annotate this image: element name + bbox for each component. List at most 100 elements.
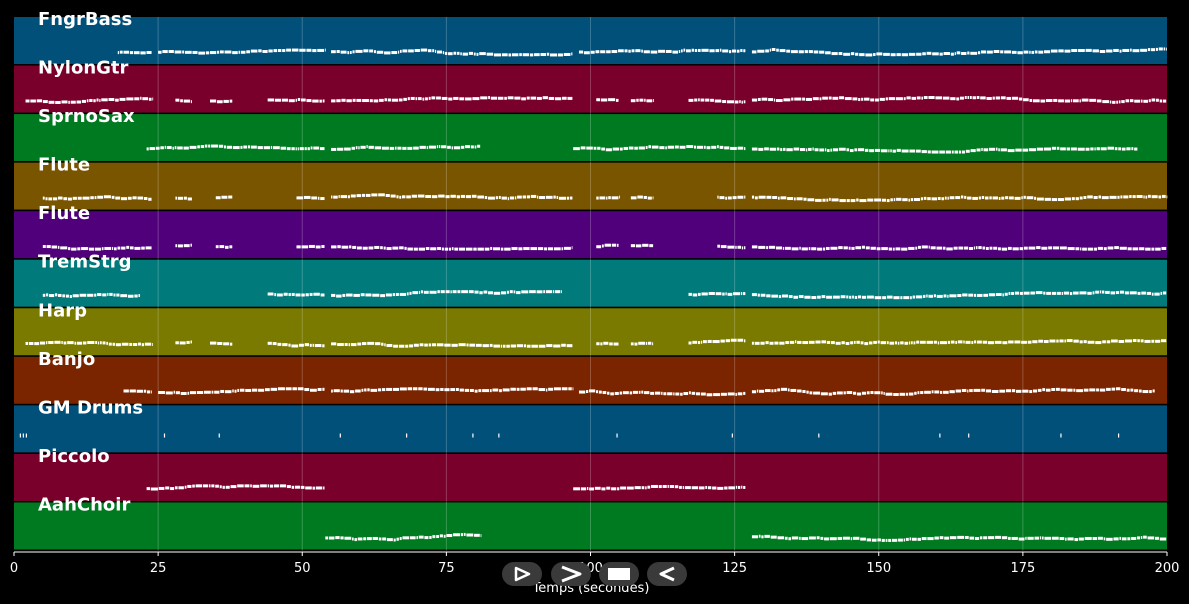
- note-segment: [939, 433, 941, 438]
- track-label: AahChoir: [38, 494, 130, 515]
- note-segment: [630, 243, 654, 248]
- forward-button[interactable]: [551, 562, 591, 586]
- note-segment: [42, 195, 152, 201]
- notes: [19, 47, 1168, 542]
- x-tick-label: 25: [150, 561, 167, 576]
- note-segment: [751, 194, 1168, 203]
- note-segment: [596, 195, 621, 200]
- track-label: FngrBass: [38, 9, 132, 30]
- x-tick-label: 200: [1155, 561, 1180, 576]
- note-segment: [210, 341, 233, 346]
- play-button[interactable]: [502, 562, 542, 586]
- x-tick-label: 0: [10, 561, 18, 576]
- note-segment: [751, 146, 1138, 154]
- note-segment: [25, 340, 153, 347]
- stop-icon: [608, 568, 630, 580]
- rewind-button[interactable]: [647, 562, 687, 586]
- stop-button[interactable]: [599, 562, 639, 586]
- note-segment: [731, 433, 733, 438]
- note-segment: [1117, 433, 1120, 438]
- track-label: SprnoSax: [38, 106, 135, 127]
- track-label: Banjo: [38, 349, 95, 370]
- track-lane: [14, 502, 1167, 550]
- x-tick-label: 50: [294, 561, 311, 576]
- note-segment: [325, 532, 482, 542]
- track-lane: [14, 17, 1167, 65]
- note-segment: [175, 340, 192, 345]
- note-segment: [19, 433, 27, 438]
- track-label: Flute: [38, 203, 90, 224]
- note-segment: [331, 193, 573, 201]
- note-segment: [163, 433, 166, 438]
- note-segment: [158, 387, 325, 395]
- note-segment: [117, 50, 152, 55]
- note-segment: [146, 484, 325, 491]
- note-segment: [688, 338, 746, 345]
- note-segment: [331, 96, 573, 103]
- track-label: Harp: [38, 300, 87, 321]
- note-segment: [175, 196, 192, 201]
- track-label: Flute: [38, 155, 90, 176]
- note-segment: [968, 433, 970, 438]
- track-lane: [14, 453, 1167, 501]
- note-segment: [498, 433, 500, 438]
- note-segment: [688, 291, 746, 297]
- note-segment: [331, 144, 481, 151]
- note-segment: [267, 97, 325, 103]
- note-segment: [331, 48, 573, 57]
- note-segment: [210, 99, 233, 104]
- note-segment: [267, 341, 325, 348]
- note-segment: [818, 433, 820, 438]
- note-segment: [146, 144, 325, 151]
- x-tick-label: 150: [866, 561, 891, 576]
- x-tick-label: 125: [722, 561, 747, 576]
- note-segment: [751, 47, 1167, 57]
- note-segment: [175, 243, 192, 248]
- note-segment: [406, 433, 408, 438]
- note-segment: [25, 96, 154, 104]
- note-segment: [331, 387, 574, 394]
- track-lane: [14, 65, 1167, 113]
- note-segment: [296, 244, 325, 249]
- note-segment: [578, 389, 746, 397]
- x-axis: 0 25 50 75 100 125 150 175 200: [10, 551, 1180, 576]
- play-icon: [514, 566, 531, 582]
- note-segment: [158, 48, 326, 55]
- track-labels: FngrBass NylonGtr SprnoSax Flute Flute TremSt…: [38, 9, 143, 515]
- note-segment: [717, 244, 746, 250]
- track-lane: [14, 405, 1167, 453]
- note-segment: [573, 484, 746, 491]
- grid: [157, 17, 1024, 551]
- track-lane: [14, 114, 1167, 162]
- track-label: NylonGtr: [38, 58, 129, 79]
- x-tick-label: 175: [1010, 561, 1035, 576]
- track-lane: [14, 162, 1167, 210]
- track-label: Piccolo: [38, 446, 110, 467]
- note-segment: [630, 195, 654, 200]
- note-segment: [218, 433, 220, 438]
- note-segment: [630, 98, 654, 103]
- note-segment: [215, 195, 233, 200]
- note-segment: [578, 48, 746, 55]
- tracks: [14, 17, 1167, 551]
- track-lane: [14, 308, 1167, 356]
- note-segment: [339, 433, 341, 438]
- note-segment: [215, 245, 233, 249]
- note-segment: [596, 341, 619, 346]
- note-segment: [42, 292, 141, 299]
- note-segment: [267, 292, 325, 297]
- note-segment: [751, 387, 1155, 397]
- note-segment: [42, 244, 152, 251]
- x-tick-label: 75: [438, 561, 455, 576]
- note-segment: [573, 145, 746, 152]
- note-segment: [331, 341, 573, 348]
- note-segment: [596, 243, 619, 249]
- note-segment: [751, 95, 1167, 104]
- note-segment: [751, 338, 1167, 346]
- note-segment: [331, 245, 573, 251]
- note-segment: [751, 245, 1167, 251]
- note-segment: [751, 290, 1167, 300]
- track-lane: [14, 211, 1167, 259]
- forward-icon: [561, 565, 582, 583]
